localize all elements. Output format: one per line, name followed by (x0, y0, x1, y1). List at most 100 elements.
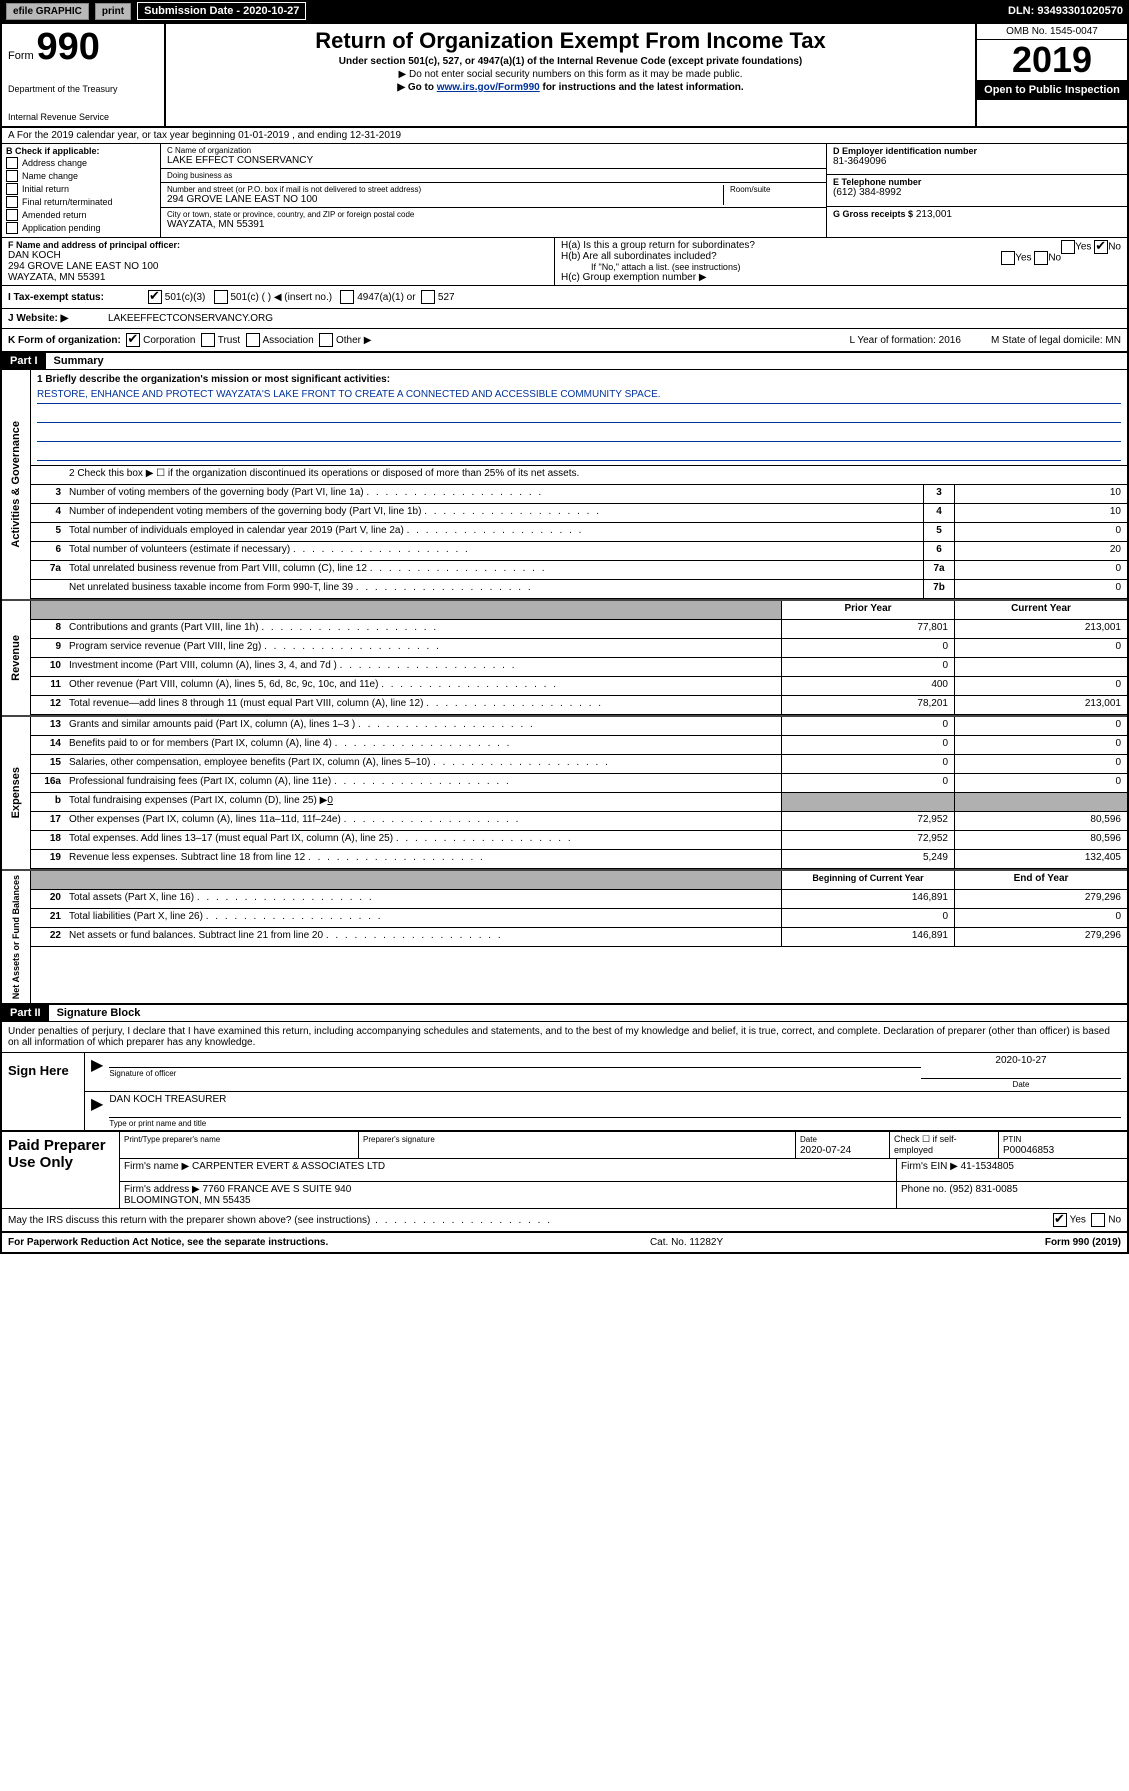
mission-text: RESTORE, ENHANCE AND PROTECT WAYZATA'S L… (37, 389, 1121, 404)
row-k-form-org: K Form of organization: Corporation Trus… (2, 329, 1127, 353)
section-f-h: F Name and address of principal officer:… (2, 238, 1127, 286)
state-domicile: M State of legal domicile: MN (991, 335, 1121, 346)
row-j-website: J Website: ▶ LAKEEFFECTCONSERVANCY.ORG (2, 309, 1127, 329)
chk-other[interactable] (319, 333, 333, 347)
perjury-declaration: Under penalties of perjury, I declare th… (2, 1022, 1127, 1053)
website-value: LAKEEFFECTCONSERVANCY.ORG (108, 313, 273, 324)
year-formation: L Year of formation: 2016 (850, 335, 961, 346)
instructions-link[interactable]: www.irs.gov/Form990 (437, 82, 540, 93)
sign-here-label: Sign Here (2, 1053, 84, 1130)
table-row: 10 Investment income (Part VIII, column … (31, 658, 1127, 677)
table-row: 4 Number of independent voting members o… (31, 504, 1127, 523)
net-assets-label: Net Assets or Fund Balances (9, 871, 23, 1003)
discuss-yes[interactable] (1053, 1213, 1067, 1227)
org-name: LAKE EFFECT CONSERVANCY (167, 155, 820, 166)
revenue-section: Revenue Prior Year Current Year 8 Contri… (2, 599, 1127, 715)
part-1-header: Part I Summary (2, 353, 1127, 370)
table-row: 6 Total number of volunteers (estimate i… (31, 542, 1127, 561)
row-a-tax-year: A For the 2019 calendar year, or tax yea… (2, 128, 1127, 144)
section-b-through-g: B Check if applicable: Address change Na… (2, 144, 1127, 238)
form-subtitle-2: ▶ Do not enter social security numbers o… (172, 69, 969, 80)
chk-trust[interactable] (201, 333, 215, 347)
gross-receipts-value: 213,001 (916, 209, 952, 220)
org-name-label: C Name of organization (167, 146, 820, 155)
expenses-section: Expenses 13 Grants and similar amounts p… (2, 715, 1127, 869)
arrow-icon: ▶ (91, 1094, 103, 1128)
checkbox-application-pending[interactable] (6, 222, 18, 234)
ein-value: 81-3649096 (833, 156, 1121, 167)
current-year-header: Current Year (954, 601, 1127, 619)
net-assets-section: Net Assets or Fund Balances Beginning of… (2, 869, 1127, 1005)
table-row: 12 Total revenue—add lines 8 through 11 … (31, 696, 1127, 715)
gross-receipts-label: G Gross receipts $ (833, 209, 913, 219)
ha-no[interactable] (1094, 240, 1108, 254)
table-row: 14 Benefits paid to or for members (Part… (31, 736, 1127, 755)
dln: DLN: 93493301020570 (1008, 5, 1123, 17)
sig-name: DAN KOCH TREASURER (109, 1094, 226, 1105)
form-footer-id: Form 990 (2019) (1045, 1237, 1121, 1248)
table-row: 15 Salaries, other compensation, employe… (31, 755, 1127, 774)
hb-question: H(b) Are all subordinates included? Yes … (561, 251, 1121, 262)
governance-section: Activities & Governance 1 Briefly descri… (2, 370, 1127, 599)
dept-irs: Internal Revenue Service (8, 112, 158, 122)
governance-label: Activities & Governance (8, 417, 24, 552)
omb-number: OMB No. 1545-0047 (977, 24, 1127, 40)
form-title: Return of Organization Exempt From Incom… (172, 28, 969, 54)
hb-no[interactable] (1034, 251, 1048, 265)
discuss-no[interactable] (1091, 1213, 1105, 1227)
row-i-tax-status: I Tax-exempt status: 501(c)(3) 501(c) ( … (2, 286, 1127, 309)
catalog-number: Cat. No. 11282Y (328, 1237, 1045, 1248)
paid-preparer-label: Paid Preparer Use Only (2, 1132, 119, 1208)
table-row: 16a Professional fundraising fees (Part … (31, 774, 1127, 793)
officer-label: F Name and address of principal officer: (8, 240, 548, 250)
open-public-badge: Open to Public Inspection (977, 80, 1127, 100)
ha-yes[interactable] (1061, 240, 1075, 254)
table-row: 11 Other revenue (Part VIII, column (A),… (31, 677, 1127, 696)
paid-preparer-block: Paid Preparer Use Only Print/Type prepar… (2, 1130, 1127, 1209)
submission-date: Submission Date - 2020-10-27 (137, 2, 306, 20)
chk-501c3[interactable] (148, 290, 162, 304)
checkbox-name-change[interactable] (6, 170, 18, 182)
address-label: Number and street (or P.O. box if mail i… (167, 185, 717, 194)
table-row: 22 Net assets or fund balances. Subtract… (31, 928, 1127, 947)
form-number: 990 (36, 26, 99, 68)
chk-527[interactable] (421, 290, 435, 304)
hb-yes[interactable] (1001, 251, 1015, 265)
table-row: 8 Contributions and grants (Part VIII, l… (31, 620, 1127, 639)
form-label: Form (8, 50, 34, 62)
box-b-label: B Check if applicable: (6, 146, 156, 156)
expenses-label: Expenses (8, 763, 24, 822)
chk-assoc[interactable] (246, 333, 260, 347)
chk-4947[interactable] (340, 290, 354, 304)
checkbox-amended-return[interactable] (6, 209, 18, 221)
dba-label: Doing business as (167, 171, 820, 180)
end-year-header: End of Year (954, 871, 1127, 889)
city-label: City or town, state or province, country… (167, 210, 820, 219)
form-subtitle-3: ▶ Go to www.irs.gov/Form990 for instruct… (172, 82, 969, 93)
table-row: 13 Grants and similar amounts paid (Part… (31, 717, 1127, 736)
address-value: 294 GROVE LANE EAST NO 100 (167, 194, 717, 205)
dept-treasury: Department of the Treasury (8, 84, 158, 94)
sig-officer-label: Signature of officer (109, 1067, 921, 1078)
phone-value: (612) 384-8992 (833, 187, 1121, 198)
paperwork-notice: For Paperwork Reduction Act Notice, see … (8, 1237, 328, 1248)
form-footer: For Paperwork Reduction Act Notice, see … (2, 1233, 1127, 1252)
table-row: 3 Number of voting members of the govern… (31, 485, 1127, 504)
tax-year: 2019 (977, 40, 1127, 80)
table-row: 19 Revenue less expenses. Subtract line … (31, 850, 1127, 869)
chk-corp[interactable] (126, 333, 140, 347)
mission-label: 1 Briefly describe the organization's mi… (37, 374, 1121, 385)
ein-label: D Employer identification number (833, 146, 1121, 156)
top-bar: efile GRAPHIC print Submission Date - 20… (0, 0, 1129, 22)
chk-501c[interactable] (214, 290, 228, 304)
city-value: WAYZATA, MN 55391 (167, 219, 820, 230)
checkbox-final-return[interactable] (6, 196, 18, 208)
form-header: Form 990 Department of the Treasury Inte… (2, 24, 1127, 128)
print-button[interactable]: print (95, 3, 131, 20)
revenue-label: Revenue (8, 631, 24, 685)
line-16b: Total fundraising expenses (Part IX, col… (65, 793, 781, 811)
checkbox-initial-return[interactable] (6, 183, 18, 195)
room-label: Room/suite (730, 185, 820, 194)
checkbox-address-change[interactable] (6, 157, 18, 169)
efile-button[interactable]: efile GRAPHIC (6, 3, 89, 20)
